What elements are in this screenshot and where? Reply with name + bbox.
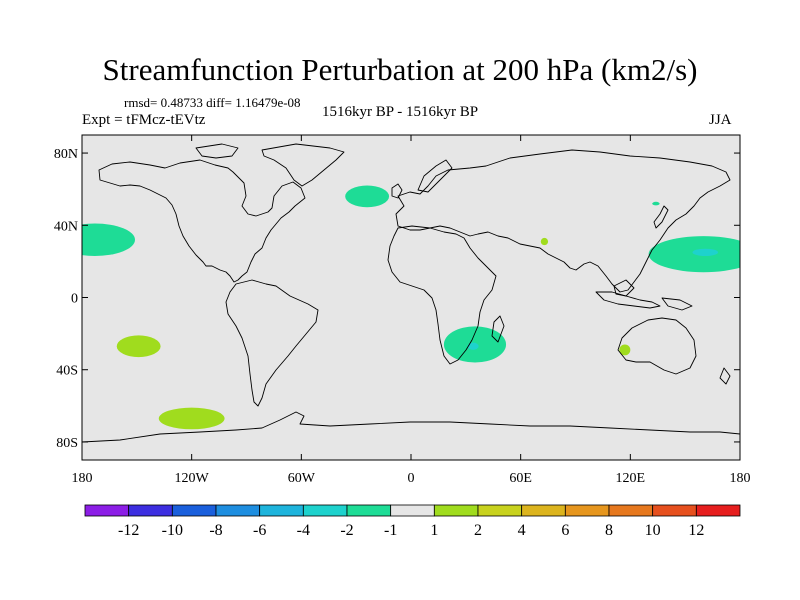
coast-madagascar xyxy=(491,315,505,343)
coastlines xyxy=(82,143,740,443)
coast-arctic-islands xyxy=(195,143,239,159)
coast-new-zealand xyxy=(719,367,731,385)
colorbar-swatch xyxy=(215,504,261,517)
colorbar-swatch xyxy=(433,504,479,517)
x-tick-label: 180 xyxy=(730,471,751,486)
y-tick-label: 40S xyxy=(56,364,78,379)
y-tick-label: 80N xyxy=(54,147,78,162)
x-tick-label: 120E xyxy=(616,471,646,486)
colorbar-swatch xyxy=(302,504,348,517)
coast-antarctica xyxy=(82,411,740,443)
coast-australia xyxy=(617,317,697,375)
x-axis: 180 120W 60W 0 60E 120E 180 xyxy=(72,135,751,486)
period-subtitle: 1516kyr BP - 1516kyr BP xyxy=(322,104,479,120)
coast-british-isles xyxy=(391,183,403,199)
colorbar-swatch xyxy=(695,504,741,517)
colorbar-label: -8 xyxy=(209,522,222,539)
coast-greenland xyxy=(261,143,345,187)
y-tick-label: 80S xyxy=(56,436,78,451)
colorbar-label: 8 xyxy=(605,522,613,539)
coast-new-guinea xyxy=(661,297,693,311)
coast-borneo xyxy=(613,279,635,297)
colorbar-swatch xyxy=(608,504,654,517)
x-tick-label: 60W xyxy=(288,471,316,486)
map-title: Streamfunction Perturbation at 200 hPa (… xyxy=(102,52,698,87)
coast-north-america xyxy=(98,159,306,283)
anomaly-east-asia xyxy=(652,201,660,206)
anomaly-west-pacific-core xyxy=(692,248,719,256)
colorbar-label: 2 xyxy=(474,522,482,539)
colorbar-label: -12 xyxy=(118,522,139,539)
x-tick-label: 60E xyxy=(509,471,532,486)
x-tick-label: 180 xyxy=(72,471,93,486)
colorbar-swatch xyxy=(477,504,523,517)
season-label: JJA xyxy=(709,112,732,128)
colorbar-swatch xyxy=(521,504,566,517)
coast-scandinavia xyxy=(417,159,453,193)
coast-japan xyxy=(653,205,669,229)
coast-south-america xyxy=(225,279,319,407)
experiment-label: Expt = tFMcz-tEVtz xyxy=(82,112,206,128)
colorbar-swatch xyxy=(84,504,130,517)
y-axis: 80N 40N 0 40S 80S xyxy=(54,147,740,451)
anomaly-southern-ocean xyxy=(158,407,225,430)
anomaly-west-australia xyxy=(619,344,631,356)
colorbar-label: 4 xyxy=(518,522,526,539)
colorbar-label: -1 xyxy=(384,522,397,539)
colorbar-swatch xyxy=(390,504,435,517)
anomaly-central-asia xyxy=(540,237,549,246)
stats-text: rmsd= 0.48733 diff= 1.16479e-08 xyxy=(124,95,301,110)
x-tick-label: 120W xyxy=(175,471,210,486)
coast-africa xyxy=(387,225,497,365)
anomaly-layer xyxy=(82,185,740,430)
colorbar-label: -6 xyxy=(253,522,266,539)
colorbar-label: -2 xyxy=(340,522,353,539)
y-tick-label: 0 xyxy=(71,292,78,307)
colorbar-swatch xyxy=(171,504,217,517)
colorbar-label: 10 xyxy=(645,522,661,539)
colorbar-swatch xyxy=(259,504,304,517)
colorbar-swatch xyxy=(652,504,697,517)
colorbar: -12 -10 -8 -6 -4 -2 -1 1 2 4 6 8 10 12 xyxy=(84,504,741,539)
anomaly-south-africa-core xyxy=(467,342,479,350)
anomaly-north-atlantic xyxy=(345,185,390,208)
x-tick-label: 0 xyxy=(408,471,415,486)
y-tick-label: 40N xyxy=(54,219,78,234)
anomaly-north-pacific-east xyxy=(82,223,135,256)
colorbar-swatch xyxy=(564,504,610,517)
colorbar-label: 12 xyxy=(688,522,704,539)
colorbar-swatch xyxy=(346,504,392,517)
colorbar-label: -10 xyxy=(162,522,183,539)
colorbar-label: 6 xyxy=(561,522,569,539)
colorbar-label: -4 xyxy=(297,522,310,539)
coast-eurasia xyxy=(395,149,731,293)
anomaly-south-pacific xyxy=(116,335,161,358)
colorbar-label: 1 xyxy=(430,522,438,539)
colorbar-swatch xyxy=(128,504,173,517)
